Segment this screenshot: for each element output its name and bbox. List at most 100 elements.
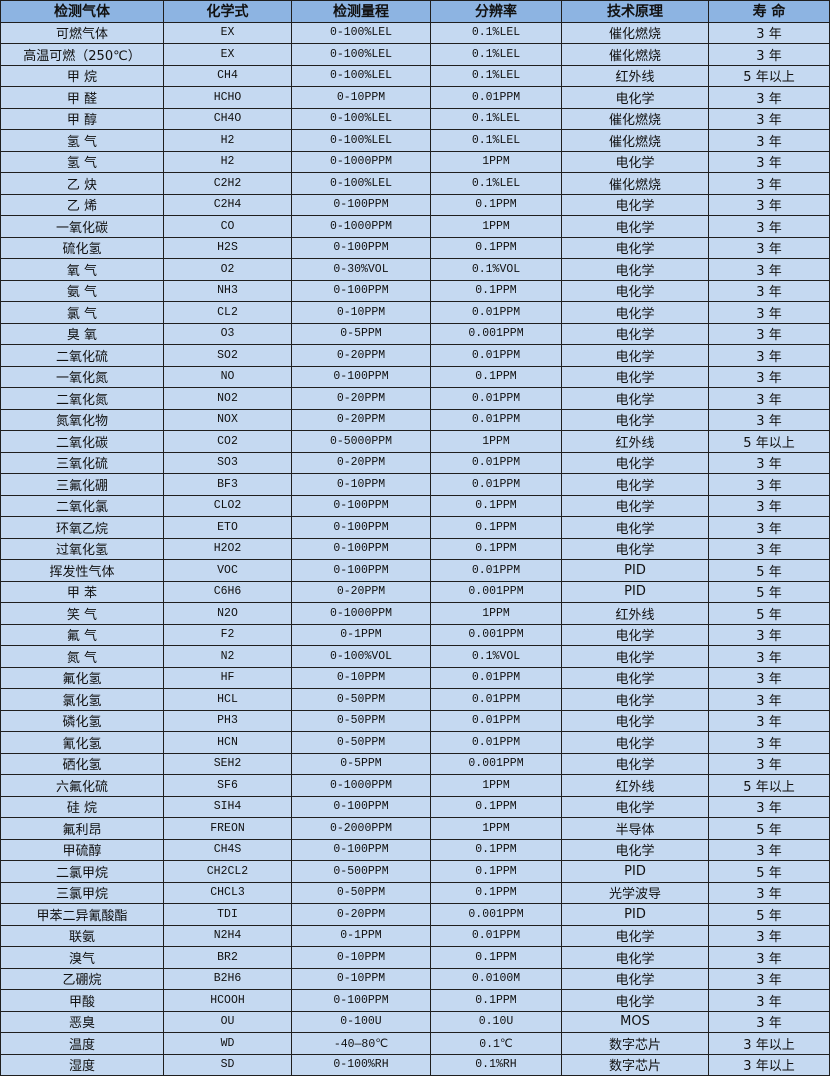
table-row: 氨 气 NH3 0-100PPM 0.1PPM 电化学 3 年 <box>0 279 830 302</box>
cell-principle: 催化燃烧 <box>561 21 709 44</box>
table-row: 六氟化硫 SF6 0-1000PPM 1PPM 红外线 5 年以上 <box>0 774 830 797</box>
cell-gas: 甲 苯 <box>0 580 164 603</box>
cell-principle: 半导体 <box>561 817 709 840</box>
table-row: 环氧乙烷 ETO 0-100PPM 0.1PPM 电化学 3 年 <box>0 516 830 539</box>
table-row: 乙 炔 C2H2 0-100%LEL 0.1%LEL 催化燃烧 3 年 <box>0 172 830 195</box>
cell-principle: 催化燃烧 <box>561 43 709 66</box>
cell-gas: 二氧化硫 <box>0 344 164 367</box>
cell-lifespan: 3 年 <box>708 688 830 711</box>
cell-gas: 硫化氢 <box>0 236 164 259</box>
cell-range: 0-100PPM <box>291 537 431 560</box>
cell-resolution: 0.01PPM <box>430 387 562 410</box>
header-formula: 化学式 <box>163 0 292 23</box>
table-row: 湿度 SD 0-100%RH 0.1%RH 数字芯片 3 年以上 <box>0 1053 830 1076</box>
cell-gas: 三氟化硼 <box>0 473 164 496</box>
cell-formula: SD <box>163 1053 292 1076</box>
cell-principle: 电化学 <box>561 645 709 668</box>
cell-lifespan: 3 年 <box>708 172 830 195</box>
table-row: 臭 氧 O3 0-5PPM 0.001PPM 电化学 3 年 <box>0 322 830 345</box>
table-row: 甲 烷 CH4 0-100%LEL 0.1%LEL 红外线 5 年以上 <box>0 64 830 87</box>
cell-resolution: 0.1%VOL <box>430 258 562 281</box>
cell-resolution: 0.1PPM <box>430 795 562 818</box>
cell-range: 0-1000PPM <box>291 774 431 797</box>
cell-formula: ETO <box>163 516 292 539</box>
cell-range: 0-100%LEL <box>291 43 431 66</box>
cell-principle: 数字芯片 <box>561 1053 709 1076</box>
cell-formula: NOX <box>163 408 292 431</box>
cell-formula: H2 <box>163 150 292 173</box>
cell-lifespan: 5 年 <box>708 580 830 603</box>
cell-gas: 氢 气 <box>0 129 164 152</box>
table-row: 氟化氢 HF 0-10PPM 0.01PPM 电化学 3 年 <box>0 666 830 689</box>
table-row: 硒化氢 SEH2 0-5PPM 0.001PPM 电化学 3 年 <box>0 752 830 775</box>
cell-gas: 甲硫醇 <box>0 838 164 861</box>
table-row: 二氧化碳 CO2 0-5000PPM 1PPM 红外线 5 年以上 <box>0 430 830 453</box>
cell-resolution: 0.1PPM <box>430 494 562 517</box>
cell-resolution: 0.1PPM <box>430 279 562 302</box>
cell-principle: 电化学 <box>561 387 709 410</box>
cell-resolution: 0.01PPM <box>430 408 562 431</box>
cell-principle: 电化学 <box>561 731 709 754</box>
table-row: 三氟化硼 BF3 0-10PPM 0.01PPM 电化学 3 年 <box>0 473 830 496</box>
cell-resolution: 0.01PPM <box>430 344 562 367</box>
cell-principle: 红外线 <box>561 430 709 453</box>
cell-lifespan: 3 年 <box>708 1010 830 1033</box>
cell-principle: 电化学 <box>561 215 709 238</box>
cell-lifespan: 3 年 <box>708 215 830 238</box>
table-row: 二氯甲烷 CH2CL2 0-500PPM 0.1PPM PID 5 年 <box>0 860 830 883</box>
cell-range: 0-50PPM <box>291 688 431 711</box>
table-row: 挥发性气体 VOC 0-100PPM 0.01PPM PID 5 年 <box>0 559 830 582</box>
cell-lifespan: 5 年 <box>708 903 830 926</box>
cell-formula: HF <box>163 666 292 689</box>
cell-lifespan: 3 年 <box>708 473 830 496</box>
cell-lifespan: 3 年 <box>708 129 830 152</box>
cell-gas: 三氯甲烷 <box>0 881 164 904</box>
cell-resolution: 0.1PPM <box>430 860 562 883</box>
header-gas: 检测气体 <box>0 0 164 23</box>
table-row: 高温可燃（250℃） EX 0-100%LEL 0.1%LEL 催化燃烧 3 年 <box>0 43 830 66</box>
cell-resolution: 0.01PPM <box>430 473 562 496</box>
cell-resolution: 0.001PPM <box>430 580 562 603</box>
cell-principle: 红外线 <box>561 64 709 87</box>
table-row: 二氧化硫 SO2 0-20PPM 0.01PPM 电化学 3 年 <box>0 344 830 367</box>
cell-resolution: 1PPM <box>430 602 562 625</box>
table-row: 氯 气 CL2 0-10PPM 0.01PPM 电化学 3 年 <box>0 301 830 324</box>
cell-principle: 电化学 <box>561 193 709 216</box>
cell-formula: SO3 <box>163 451 292 474</box>
cell-lifespan: 3 年 <box>708 258 830 281</box>
cell-range: 0-20PPM <box>291 580 431 603</box>
cell-gas: 硒化氢 <box>0 752 164 775</box>
table-row: 二氧化氯 CLO2 0-100PPM 0.1PPM 电化学 3 年 <box>0 494 830 517</box>
table-row: 一氧化氮 NO 0-100PPM 0.1PPM 电化学 3 年 <box>0 365 830 388</box>
cell-formula: WD <box>163 1032 292 1055</box>
cell-formula: C2H2 <box>163 172 292 195</box>
cell-gas: 可燃气体 <box>0 21 164 44</box>
table-row: 可燃气体 EX 0-100%LEL 0.1%LEL 催化燃烧 3 年 <box>0 21 830 44</box>
cell-principle: 光学波导 <box>561 881 709 904</box>
cell-principle: MOS <box>561 1010 709 1033</box>
cell-principle: 红外线 <box>561 774 709 797</box>
cell-lifespan: 5 年 <box>708 817 830 840</box>
cell-range: 0-1000PPM <box>291 602 431 625</box>
header-range: 检测量程 <box>291 0 431 23</box>
cell-lifespan: 5 年以上 <box>708 774 830 797</box>
cell-formula: CL2 <box>163 301 292 324</box>
cell-formula: CH4 <box>163 64 292 87</box>
cell-lifespan: 3 年以上 <box>708 1053 830 1076</box>
cell-lifespan: 5 年 <box>708 559 830 582</box>
cell-formula: CO2 <box>163 430 292 453</box>
cell-gas: 硅 烷 <box>0 795 164 818</box>
cell-resolution: 0.01PPM <box>430 688 562 711</box>
cell-resolution: 0.1PPM <box>430 193 562 216</box>
cell-principle: 红外线 <box>561 602 709 625</box>
cell-range: 0-100PPM <box>291 365 431 388</box>
cell-formula: N2 <box>163 645 292 668</box>
table-row: 氢 气 H2 0-1000PPM 1PPM 电化学 3 年 <box>0 150 830 173</box>
cell-range: 0-1PPM <box>291 623 431 646</box>
cell-principle: 电化学 <box>561 623 709 646</box>
cell-range: 0-20PPM <box>291 387 431 410</box>
header-principle: 技术原理 <box>561 0 709 23</box>
cell-gas: 氮 气 <box>0 645 164 668</box>
cell-principle: 电化学 <box>561 967 709 990</box>
cell-gas: 磷化氢 <box>0 709 164 732</box>
